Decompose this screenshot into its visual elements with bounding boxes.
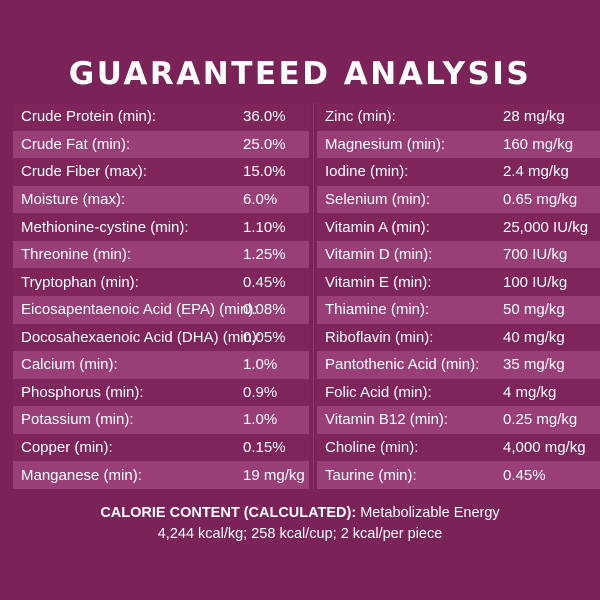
nutrient-row: Vitamin D (min): 700 IU/kg — [317, 240, 600, 269]
nutrient-value: 700 IU/kg — [503, 246, 568, 264]
nutrient-value: 19 mg/kg — [243, 466, 305, 484]
calorie-energy-label: Metabolizable Energy — [360, 505, 500, 521]
nutrient-value: 1.0% — [243, 356, 278, 374]
nutrient-row: Copper (min): 0.15% — [13, 433, 309, 462]
nutrient-value: 40 mg/kg — [503, 328, 565, 346]
nutrient-value: 4,000 mg/kg — [503, 439, 586, 457]
nutrient-row: Threonine (min): 1.25% — [13, 240, 309, 269]
nutrient-value: 0.15% — [243, 439, 286, 457]
nutrient-value: 0.08% — [243, 301, 286, 319]
nutrient-row: Taurine (min): 0.45% — [317, 461, 600, 489]
nutrient-name: Threonine (min): — [21, 246, 132, 264]
nutrient-name: Choline (min): — [325, 439, 419, 457]
calorie-label: CALORIE CONTENT (CALCULATED): — [100, 505, 357, 521]
nutrient-value: 0.45% — [503, 466, 546, 484]
nutrient-name: Vitamin B12 (min): — [325, 411, 449, 429]
right-column: Zinc (min): 28 mg/kg Magnesium (min): 160 m… — [317, 103, 600, 489]
nutrient-row: Vitamin E (min): 100 IU/kg — [317, 268, 600, 296]
nutrient-row: Docosahexaenoic Acid (DHA) (min): 0.05% — [13, 323, 309, 352]
nutrient-name: Phosphorus (min): — [21, 383, 144, 401]
nutrient-row: Folic Acid (min): 4 mg/kg — [317, 378, 600, 407]
nutrient-value: 35 mg/kg — [503, 356, 565, 374]
nutrient-row: Iodine (min): 2.4 mg/kg — [317, 158, 600, 186]
calorie-content: CALORIE CONTENT (CALCULATED): Metaboliza… — [0, 503, 600, 545]
nutrient-value: 1.25% — [243, 246, 286, 264]
nutrient-name: Eicosapentaenoic Acid (EPA) (min): — [21, 301, 258, 319]
nutrient-value: 0.25 mg/kg — [503, 411, 578, 429]
nutrient-value: 1.0% — [243, 411, 278, 429]
nutrient-name: Moisture (max): — [21, 190, 126, 208]
nutrient-value: 0.45% — [243, 273, 286, 291]
nutrient-name: Vitamin A (min): — [325, 218, 430, 236]
nutrient-name: Vitamin D (min): — [325, 246, 433, 264]
nutrient-row: Vitamin A (min): 25,000 IU/kg — [317, 213, 600, 241]
nutrient-name: Riboflavin (min): — [325, 328, 434, 346]
nutrient-name: Tryptophan (min): — [21, 273, 139, 291]
nutrient-name: Methionine-cystine (min): — [21, 218, 189, 236]
calorie-values: 4,244 kcal/kg; 258 kcal/cup; 2 kcal/per … — [157, 526, 443, 542]
nutrient-row: Crude Fiber (max): 15.0% — [13, 158, 309, 186]
nutrient-value: 0.65 mg/kg — [503, 190, 578, 208]
nutrient-row: Crude Protein (min): 36.0% — [13, 103, 309, 131]
nutrient-name: Calcium (min): — [21, 356, 118, 374]
nutrient-name: Selenium (min): — [325, 190, 431, 208]
nutrient-name: Potassium (min): — [21, 411, 134, 429]
nutrient-value: 50 mg/kg — [503, 301, 565, 319]
nutrient-row: Tryptophan (min): 0.45% — [13, 268, 309, 296]
nutrient-row: Phosphorus (min): 0.9% — [13, 378, 309, 407]
calorie-line-1: CALORIE CONTENT (CALCULATED): Metaboliza… — [0, 503, 600, 524]
nutrient-row: Riboflavin (min): 40 mg/kg — [317, 323, 600, 352]
nutrient-row: Crude Fat (min): 25.0% — [13, 130, 309, 159]
nutrient-value: 25,000 IU/kg — [503, 218, 589, 236]
nutrient-value: 100 IU/kg — [503, 273, 568, 291]
nutrient-value: 0.9% — [243, 383, 278, 401]
nutrient-row: Methionine-cystine (min): 1.10% — [13, 213, 309, 241]
analysis-table: Crude Protein (min): 36.0% Crude Fat (min)… — [13, 103, 600, 489]
nutrient-name: Zinc (min): — [325, 108, 396, 126]
nutrient-row: Choline (min): 4,000 mg/kg — [317, 433, 600, 462]
nutrient-value: 36.0% — [243, 108, 286, 126]
nutrient-row: Moisture (max): 6.0% — [13, 185, 309, 214]
nutrient-name: Crude Protein (min): — [21, 108, 157, 126]
nutrient-value: 2.4 mg/kg — [503, 163, 569, 181]
left-column: Crude Protein (min): 36.0% Crude Fat (min)… — [13, 103, 309, 489]
nutrient-value: 160 mg/kg — [503, 135, 574, 153]
page-title: GUARANTEED ANALYSIS — [68, 56, 532, 92]
nutrient-row: Magnesium (min): 160 mg/kg — [317, 130, 600, 159]
nutrient-value: 25.0% — [243, 135, 286, 153]
nutrient-name: Crude Fat (min): — [21, 135, 131, 153]
nutrient-value: 1.10% — [243, 218, 286, 236]
nutrient-value: 6.0% — [243, 190, 278, 208]
nutrient-name: Folic Acid (min): — [325, 383, 432, 401]
nutrient-name: Docosahexaenoic Acid (DHA) (min): — [21, 328, 262, 346]
nutrient-name: Magnesium (min): — [325, 135, 446, 153]
nutrient-value: 28 mg/kg — [503, 108, 565, 126]
nutrient-row: Thiamine (min): 50 mg/kg — [317, 295, 600, 324]
nutrient-name: Manganese (min): — [21, 466, 142, 484]
nutrient-row: Calcium (min): 1.0% — [13, 351, 309, 379]
nutrient-name: Crude Fiber (max): — [21, 163, 147, 181]
nutrient-name: Iodine (min): — [325, 163, 409, 181]
nutrient-row: Zinc (min): 28 mg/kg — [317, 103, 600, 131]
nutrient-value: 0.05% — [243, 328, 286, 346]
nutrient-row: Eicosapentaenoic Acid (EPA) (min): 0.08% — [13, 295, 309, 324]
nutrient-name: Copper (min): — [21, 439, 113, 457]
column-divider — [313, 103, 314, 489]
nutrient-value: 4 mg/kg — [503, 383, 557, 401]
nutrient-row: Selenium (min): 0.65 mg/kg — [317, 185, 600, 214]
nutrient-name: Thiamine (min): — [325, 301, 430, 319]
nutrient-value: 15.0% — [243, 163, 286, 181]
nutrient-row: Vitamin B12 (min): 0.25 mg/kg — [317, 406, 600, 434]
nutrient-row: Manganese (min): 19 mg/kg — [13, 461, 309, 489]
nutrient-row: Pantothenic Acid (min): 35 mg/kg — [317, 351, 600, 379]
nutrient-name: Taurine (min): — [325, 466, 417, 484]
nutrient-row: Potassium (min): 1.0% — [13, 406, 309, 434]
nutrient-name: Pantothenic Acid (min): — [325, 356, 480, 374]
nutrient-name: Vitamin E (min): — [325, 273, 432, 291]
